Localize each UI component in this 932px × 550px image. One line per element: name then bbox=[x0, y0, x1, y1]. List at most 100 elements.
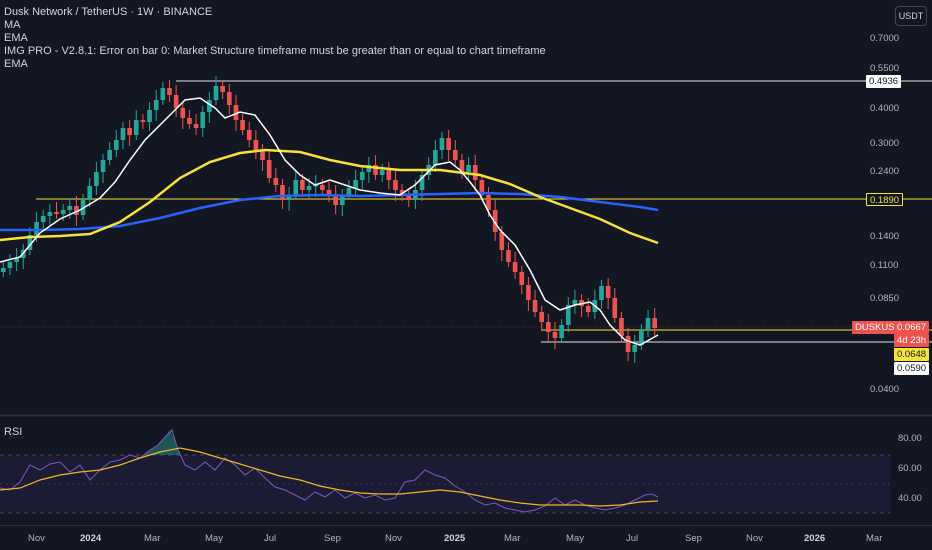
currency-unit-button[interactable]: USDT bbox=[895, 6, 927, 26]
ma-white-line bbox=[0, 97, 659, 346]
candle bbox=[652, 318, 658, 328]
candle bbox=[240, 120, 245, 130]
rsi-overbought-fill bbox=[145, 430, 180, 455]
candle bbox=[539, 312, 545, 322]
candle bbox=[605, 286, 611, 298]
time-tick: Jul bbox=[626, 533, 639, 544]
symbol-title[interactable]: Dusk Network / TetherUS · 1W · BINANCE bbox=[4, 6, 213, 18]
time-tick: Nov bbox=[385, 533, 402, 544]
rsi-line bbox=[0, 429, 659, 513]
ema-yellow-line bbox=[0, 148, 659, 245]
level-tag-0-4936: 0.4936 bbox=[866, 75, 902, 88]
candlestick-series bbox=[0, 76, 658, 363]
candle bbox=[326, 190, 332, 195]
candle bbox=[180, 108, 186, 118]
legend-img-pro-error[interactable]: IMG PRO - V2.8.1: Error on bar 0: Market… bbox=[4, 45, 546, 57]
legend-ma[interactable]: MA bbox=[4, 19, 21, 31]
candle bbox=[54, 212, 59, 214]
candle bbox=[512, 262, 518, 272]
candle bbox=[113, 140, 119, 150]
candle bbox=[280, 185, 285, 200]
price-tick: 0.0400 bbox=[870, 384, 900, 395]
candle bbox=[100, 160, 106, 172]
candle bbox=[532, 300, 538, 312]
candle bbox=[147, 110, 152, 122]
time-tick: Nov bbox=[746, 533, 763, 544]
candle bbox=[459, 160, 465, 172]
legend-ema-2[interactable]: EMA bbox=[4, 58, 28, 70]
countdown-tag: 4d 23h bbox=[894, 334, 930, 347]
price-tick: 0.7000 bbox=[870, 33, 900, 44]
candle bbox=[379, 170, 385, 175]
candle bbox=[639, 330, 644, 345]
candle bbox=[632, 345, 638, 352]
candle bbox=[619, 318, 624, 336]
candle bbox=[526, 285, 531, 300]
candle bbox=[565, 305, 571, 325]
time-tick: 2025 bbox=[444, 533, 466, 544]
candle bbox=[213, 86, 219, 100]
price-tick: 0.1100 bbox=[870, 260, 899, 271]
candle bbox=[173, 95, 179, 108]
candle bbox=[599, 286, 604, 300]
candle bbox=[645, 318, 651, 330]
candle bbox=[34, 222, 39, 235]
candle bbox=[60, 210, 66, 214]
candle bbox=[0, 268, 6, 272]
candle bbox=[153, 100, 159, 110]
candle bbox=[127, 128, 132, 135]
time-tick: Nov bbox=[28, 533, 45, 544]
candle bbox=[306, 186, 312, 190]
candle bbox=[187, 118, 192, 124]
price-tick: 0.1400 bbox=[870, 231, 900, 242]
legend-ema[interactable]: EMA bbox=[4, 32, 28, 44]
price-tick: 0.0850 bbox=[870, 293, 900, 304]
candle bbox=[133, 120, 139, 135]
price-tick: 0.2400 bbox=[870, 166, 900, 177]
chart-legend: Dusk Network / TetherUS · 1W · BINANCE M… bbox=[4, 6, 546, 71]
candle bbox=[479, 180, 485, 195]
candle bbox=[286, 195, 292, 200]
price-tick: 0.4000 bbox=[870, 103, 900, 114]
candle bbox=[320, 185, 325, 190]
candle bbox=[519, 272, 525, 285]
candle bbox=[386, 170, 392, 180]
candle bbox=[559, 325, 564, 338]
candle bbox=[193, 124, 199, 128]
candle bbox=[393, 180, 398, 190]
candle bbox=[612, 298, 618, 318]
candle bbox=[439, 138, 445, 150]
candle bbox=[226, 92, 232, 105]
rsi-title[interactable]: RSI bbox=[4, 426, 23, 438]
time-tick: 2024 bbox=[80, 533, 102, 544]
rsi-ma-line bbox=[0, 447, 659, 507]
candle bbox=[492, 210, 498, 232]
time-tick: Mar bbox=[504, 533, 521, 544]
last-price-tag: 0.0667 bbox=[894, 321, 930, 334]
level-tag-0-1890: 0.1890 bbox=[866, 193, 904, 206]
candle bbox=[273, 178, 279, 185]
time-tick: May bbox=[566, 533, 584, 544]
candle bbox=[546, 322, 551, 332]
candle bbox=[552, 332, 558, 338]
time-tick: May bbox=[205, 533, 223, 544]
candle bbox=[366, 165, 372, 172]
candle bbox=[266, 160, 272, 178]
time-tick: 2026 bbox=[804, 533, 826, 544]
candle bbox=[220, 86, 225, 92]
candle bbox=[339, 195, 345, 205]
candle bbox=[293, 180, 299, 195]
candle bbox=[207, 100, 212, 112]
candle bbox=[433, 150, 438, 165]
rsi-tick: 40.00 bbox=[898, 493, 922, 504]
candle bbox=[446, 138, 451, 150]
candle bbox=[419, 175, 425, 190]
candle bbox=[160, 88, 166, 100]
candle bbox=[120, 128, 126, 140]
candle bbox=[47, 212, 53, 216]
candle bbox=[506, 250, 511, 262]
candle bbox=[74, 206, 79, 215]
time-tick: Mar bbox=[866, 533, 883, 544]
candle bbox=[107, 150, 112, 160]
